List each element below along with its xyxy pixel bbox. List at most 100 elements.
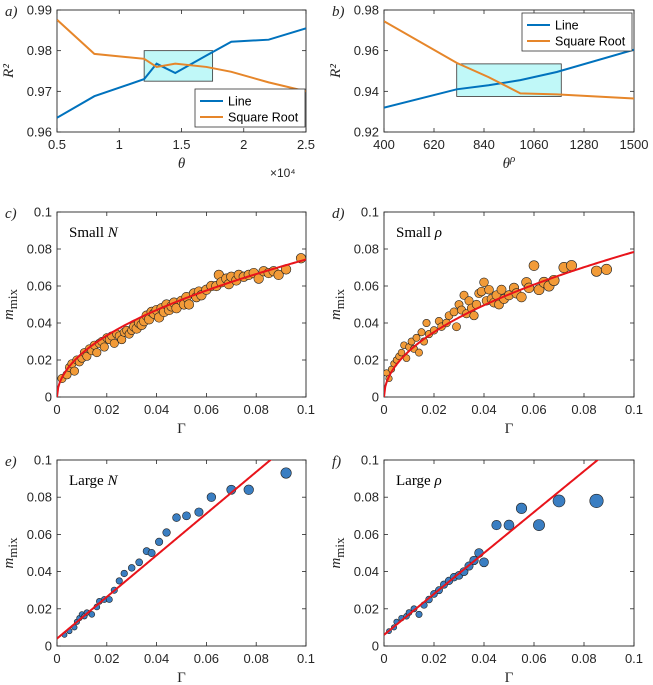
data-point (479, 557, 489, 568)
panel-label: a) (5, 4, 18, 20)
series-line-square-root (384, 20, 634, 100)
data-point (92, 348, 102, 358)
legend-box (521, 12, 633, 52)
y-axis-label: mmix (328, 288, 347, 320)
x-axis-label: θ (178, 156, 186, 172)
y-tick-label: 0.08 (354, 490, 379, 505)
series-line-square-root (57, 19, 306, 93)
data-point (109, 338, 119, 348)
x-tick-label: 1 (116, 137, 123, 152)
y-tick-label: 0.04 (354, 316, 379, 331)
x-tick-label: 0 (53, 651, 60, 666)
data-point (135, 558, 143, 567)
panel-annotation: Small N (69, 225, 119, 241)
x-tick-label: 0.02 (421, 402, 446, 417)
axes-frame-d (383, 211, 635, 398)
data-point (183, 299, 195, 310)
panel-d: 0 0.02 0.04 0.06 0.08 0.1 0 0.02 0.04 0.06 0.08 0.1… (328, 205, 643, 438)
x-tick-label: 0.02 (94, 651, 119, 666)
data-point (162, 528, 171, 537)
x-tick-label: 0.02 (94, 402, 119, 417)
legend-label: Square Root (228, 111, 299, 125)
y-tick-label: 0.04 (354, 564, 379, 579)
legend-box (194, 88, 306, 128)
y-tick-label: 0.06 (354, 527, 379, 542)
y-tick-label: 0.02 (354, 601, 379, 616)
x-tick-label: 0.06 (521, 651, 546, 666)
x-axis-label: Γ (505, 670, 514, 685)
y-tick-label: 0.97 (27, 84, 52, 99)
data-point (516, 291, 527, 303)
y-axis-label: R² (328, 64, 344, 79)
x-tick-label: 1280 (570, 137, 599, 152)
x-tick-label: 0.1 (625, 402, 643, 417)
y-tick-label: 0.92 (354, 125, 379, 140)
y-tick-label: 0.06 (27, 527, 52, 542)
y-tick-label: 0.1 (34, 205, 52, 220)
panel-a: 0.5 1 1.5 2 2.5 0.96 0.97 0.98 0.99 a) θ R² ×10⁴ Line… (1, 3, 315, 181)
x-tick-label: 0.1 (297, 402, 315, 417)
axes-frame-f (383, 459, 635, 647)
data-point (469, 311, 479, 321)
data-point (503, 519, 515, 531)
x-tick-label: 0.1 (625, 651, 643, 666)
data-point (206, 492, 217, 502)
data-point (397, 348, 406, 357)
x-tick-label: 0.1 (297, 651, 315, 666)
panel-annotation: Large N (69, 473, 118, 489)
panel-annotation: Small ρ (396, 225, 442, 241)
data-point (415, 610, 423, 618)
x-tick-label: 0.04 (144, 402, 169, 417)
y-tick-label: 0.98 (354, 3, 379, 18)
data-point (128, 564, 136, 572)
x-axis-label: Γ (505, 421, 514, 437)
y-tick-label: 0.04 (27, 316, 52, 331)
data-point (533, 284, 545, 296)
y-tick-label: 0 (372, 390, 379, 405)
data-point (243, 484, 254, 495)
data-point (484, 284, 494, 295)
data-point (459, 290, 469, 300)
x-axis-label: θρ (503, 153, 516, 172)
data-point (147, 549, 156, 557)
x-tick-label: 0.04 (471, 402, 496, 417)
panel-f: 0 0.02 0.04 0.06 0.08 0.1 0 0.02 0.04 0.06 0.08 0.1… (328, 453, 643, 685)
x-axis-label: Γ (177, 421, 186, 437)
y-tick-label: 0.02 (27, 353, 52, 368)
y-tick-label: 0.1 (361, 453, 379, 468)
data-point (280, 467, 292, 479)
x-tick-label: 0.08 (244, 651, 269, 666)
x-exponent-label: ×10⁴ (270, 166, 296, 180)
data-point (99, 342, 109, 352)
fit-curve (384, 250, 634, 397)
x-tick-label: 0.04 (144, 651, 169, 666)
x-tick-label: 0.08 (571, 402, 596, 417)
x-tick-label: 1500 (620, 137, 649, 152)
highlight-box (456, 63, 562, 97)
data-point (182, 511, 191, 521)
panel-e: 0 0.02 0.04 0.06 0.08 0.1 0 0.02 0.04 0.06 0.08 0.1… (1, 453, 315, 685)
data-point (552, 494, 566, 508)
data-point (105, 596, 113, 603)
x-tick-label: 0.08 (571, 651, 596, 666)
legend-label: Line (555, 19, 579, 33)
y-tick-label: 0.98 (27, 43, 52, 58)
y-axis-label: R² (1, 64, 17, 79)
data-point (155, 537, 164, 546)
panel-label: f) (332, 454, 341, 470)
x-tick-label: 0 (380, 651, 387, 666)
series-line-line (384, 48, 634, 109)
y-axis-label: mmix (328, 537, 347, 569)
data-point (194, 507, 204, 517)
x-tick-label: 0.04 (471, 651, 496, 666)
data-point (120, 569, 128, 578)
data-point (528, 260, 540, 271)
axes-frame-b (383, 9, 635, 133)
x-tick-label: 0.02 (421, 651, 446, 666)
data-point (273, 269, 284, 281)
panel-label: c) (5, 206, 17, 222)
x-tick-label: 1.5 (172, 137, 190, 152)
x-tick-label: 1060 (520, 137, 549, 152)
data-point (590, 265, 602, 277)
y-tick-label: 0.1 (361, 205, 379, 220)
